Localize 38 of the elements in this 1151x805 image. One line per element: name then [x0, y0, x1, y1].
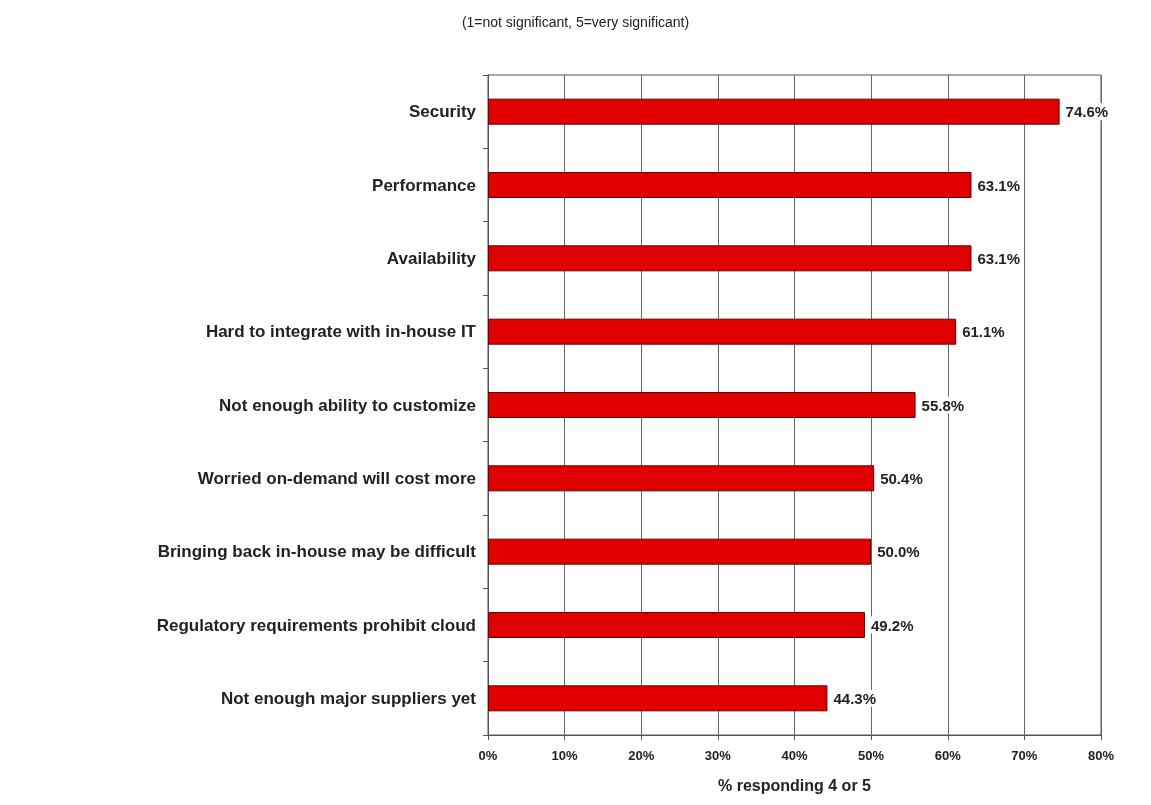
bar — [488, 465, 875, 492]
x-tick-label: 80% — [1087, 748, 1115, 763]
x-tick-label: 40% — [781, 748, 808, 763]
x-tick-label: 0% — [478, 748, 498, 763]
bar — [488, 318, 957, 345]
y-tick-label: Hard to integrate with in-house IT — [205, 322, 477, 342]
bar — [488, 538, 872, 565]
y-tick-label: Not enough ability to customize — [219, 395, 476, 415]
data-label: 61.1% — [962, 323, 1005, 341]
x-tick-label: 50% — [858, 748, 885, 763]
data-label: 63.1% — [977, 249, 1021, 267]
data-label: 50.0% — [877, 543, 920, 561]
data-label: 44.3% — [833, 689, 876, 707]
y-tick-label: Regulatory requirements prohibit cloud — [156, 615, 476, 635]
bar — [488, 392, 916, 418]
y-tick-label: Worried on-demand will cost more — [197, 468, 476, 488]
x-tick-label: 10% — [551, 748, 579, 763]
x-tick-label: 70% — [1011, 748, 1038, 763]
x-tick-label: 20% — [628, 748, 655, 763]
bar — [488, 245, 972, 272]
y-tick-label: Performance — [372, 175, 476, 195]
x-axis-title: % responding 4 or 5 — [718, 776, 872, 794]
data-label: 63.1% — [977, 176, 1021, 194]
bar — [488, 98, 1060, 125]
data-label: 49.2% — [870, 616, 914, 634]
data-label: 74.6% — [1065, 103, 1109, 121]
y-tick-label: Availability — [386, 248, 477, 268]
data-label: 50.4% — [880, 469, 923, 487]
bar — [488, 612, 865, 638]
y-tick-label: Bringing back in-house may be difficult — [157, 542, 477, 562]
chart-subtitle: (1=not significant, 5=very significant) — [461, 14, 690, 30]
x-tick-label: 60% — [934, 748, 962, 763]
bar — [488, 685, 828, 712]
x-tick-label: 30% — [704, 748, 732, 763]
y-tick-label: Not enough major suppliers yet — [220, 688, 477, 708]
y-tick-label: Security — [408, 102, 477, 122]
data-label: 55.8% — [921, 396, 965, 414]
bar — [488, 172, 972, 198]
